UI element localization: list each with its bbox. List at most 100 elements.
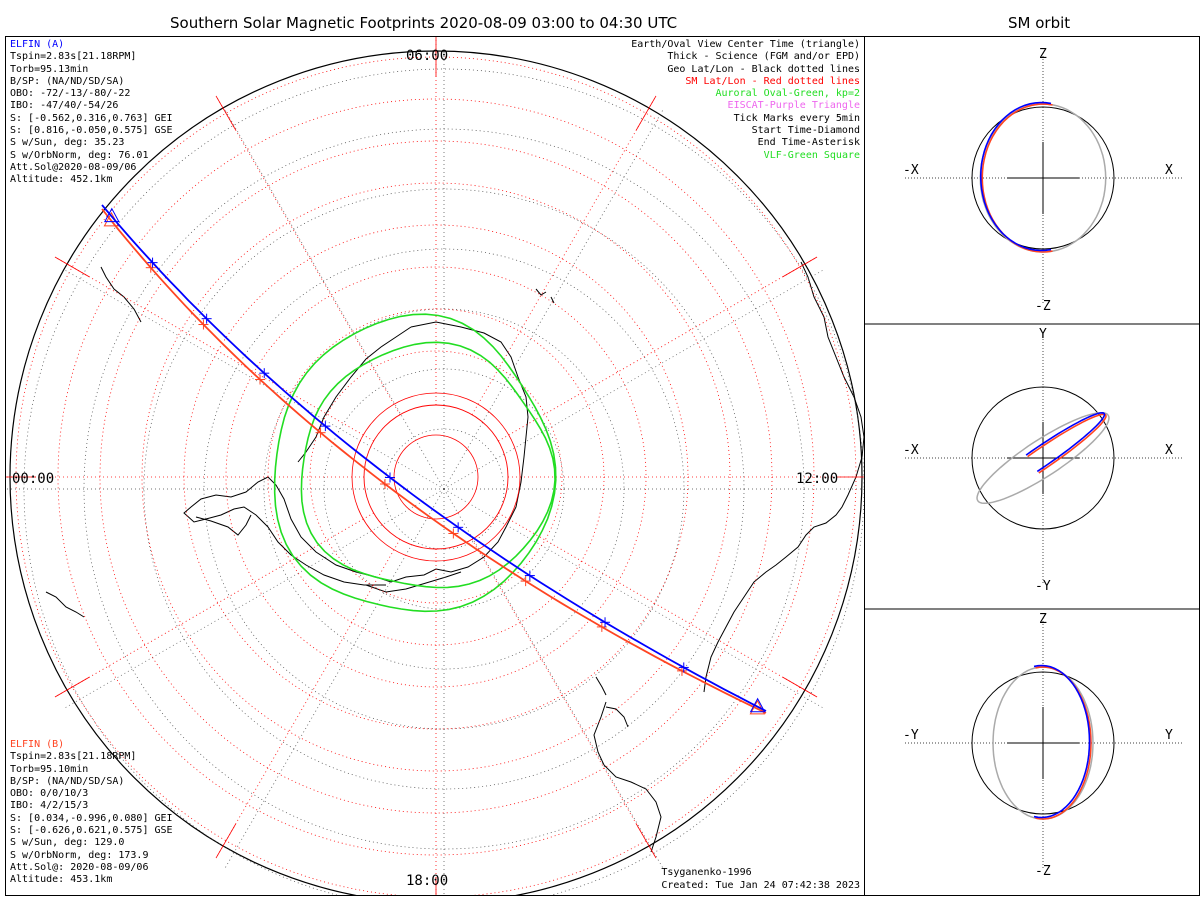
sm-orbit-panel: Z -Z -X X Y -Y -X X Z -Z -Y Y — [864, 36, 1200, 896]
orbit-view-3: Z -Z -Y Y — [903, 612, 1183, 879]
orbit-axis-label-right: X — [1165, 443, 1173, 458]
mlt-label-left: 00:00 — [12, 471, 54, 487]
model-label: Tsyganenko-1996 — [661, 867, 752, 879]
elfin-a-info-line: IBO: -47/40/-54/26 — [10, 100, 119, 112]
legend-entry: EISCAT-Purple Triangle — [727, 100, 860, 112]
elfin-a-info: ELFIN (A) Tspin=2.83s[21.18RPM] Torb=95.13… — [10, 39, 173, 187]
orbit-axis-label-left: -Y — [903, 728, 919, 743]
geo-lon-line — [443, 268, 826, 490]
mlt-labels: 06:00 18:00 00:00 12:00 — [12, 48, 838, 889]
elfin-a-info-line: S w/Sun, deg: 35.23 — [10, 137, 125, 149]
elfin-b-info-line: OBO: 0/0/10/3 — [10, 788, 89, 800]
elfin-b-track-end-marker — [749, 699, 766, 715]
elfin-a-track-start-marker — [103, 207, 120, 223]
page-title: Southern Solar Magnetic Footprints 2020-… — [170, 14, 678, 32]
elfin-b-info-line: ELFIN (B) — [10, 739, 65, 750]
orbit-path-elfin-a — [1025, 411, 1106, 473]
orbit-axis-label-right: X — [1165, 163, 1173, 178]
geo-lon-line — [443, 488, 665, 871]
sm-lon-line — [498, 256, 818, 442]
orbit-path-elfin-a — [1033, 664, 1091, 819]
sm-edge-tick — [782, 256, 818, 278]
sm-lat-circle — [99, 140, 773, 814]
sm-lat-circle — [225, 266, 647, 688]
mlt-label-top: 06:00 — [406, 48, 448, 64]
orbit-axis-label-bottom: -Z — [1035, 299, 1051, 314]
geo-lon-line — [62, 488, 445, 710]
elfin-b-info-line: Altitude: 453.1km — [10, 874, 113, 886]
orbit-panel-title: SM orbit — [1008, 14, 1071, 32]
elfin-b-track — [101, 208, 767, 714]
elfin-a-info-line: B/SP: (NA/ND/SD/SA) — [10, 75, 125, 87]
legend-entry: Start Time-Diamond — [751, 125, 860, 137]
orbit-view-2: Y -Y -X X — [903, 327, 1183, 594]
orbit-view-1: Z -Z -X X — [903, 47, 1183, 314]
auroral-oval — [273, 313, 557, 613]
footprint-tracks — [101, 204, 767, 715]
elfin-a-track — [101, 204, 767, 712]
mlt-label-bottom: 18:00 — [406, 873, 448, 889]
elfin-a-info-line: S w/OrbNorm, deg: 76.01 — [10, 149, 149, 161]
sm-lon-line — [471, 95, 657, 415]
sm-edge-tick — [54, 256, 90, 278]
created-label: Created: Tue Jan 24 07:42:38 2023 — [661, 879, 860, 891]
geo-lon-line — [62, 268, 445, 490]
orbit-axis-label-left: -X — [903, 443, 919, 458]
elfin-a-info-line: Altitude: 452.1km — [10, 174, 113, 186]
sm-orbit-views[interactable]: Z -Z -X X Y -Y -X X Z -Z -Y Y — [865, 37, 1200, 897]
elfin-a-info-line: S: [-0.562,0.316,0.763] GEI — [10, 112, 173, 124]
geo-lon-line — [443, 107, 665, 490]
legend-entry: Thick - Science (FGM and/or EPD) — [667, 51, 860, 63]
orbit-path-elfin-b — [1027, 413, 1107, 474]
legend-entry: Geo Lat/Lon - Black dotted lines — [667, 63, 860, 75]
map-credits: Tsyganenko-1996 Created: Tue Jan 24 07:4… — [661, 867, 860, 892]
sm-lon-line — [215, 539, 401, 859]
sm-lat-lon-grid — [6, 37, 864, 895]
elfin-b-info-line: Tspin=2.83s[21.18RPM] — [10, 751, 137, 763]
elfin-b-info-line: Att.Sol@: 2020-08-09/06 — [10, 861, 149, 873]
coastlines — [45, 261, 864, 853]
sm-lon-line — [54, 512, 374, 698]
elfin-b-info-line: S w/Sun, deg: 129.0 — [10, 837, 125, 849]
orbit-axis-label-right: Y — [1165, 728, 1173, 743]
geo-lon-line — [223, 107, 445, 490]
mlt-label-right: 12:00 — [796, 471, 838, 487]
orbit-path-elfin-a — [979, 101, 1052, 252]
elfin-b-info-line: B/SP: (NA/ND/SD/SA) — [10, 775, 125, 787]
footprint-map-panel: 06:00 18:00 00:00 12:00 ELFIN (A) Tspin=2… — [5, 36, 865, 896]
orbit-path-gray — [976, 411, 1110, 505]
elfin-a-info-line: Tspin=2.83s[21.18RPM] — [10, 51, 137, 63]
sm-edge-tick — [215, 823, 237, 859]
sm-lon-line — [471, 539, 657, 859]
legend-entry: VLF-Green Square — [763, 149, 860, 161]
elfin-b-info-line: S w/OrbNorm, deg: 173.9 — [10, 849, 149, 861]
elfin-b-info-line: Torb=95.10min — [10, 763, 89, 775]
elfin-a-info-line: S: [0.816,-0.050,0.575] GSE — [10, 125, 173, 137]
footprint-map[interactable]: 06:00 18:00 00:00 12:00 — [6, 37, 865, 896]
sm-lat-circle — [141, 182, 731, 772]
elfin-a-info-line: ELFIN (A) — [10, 39, 65, 50]
legend-entry: Tick Marks every 5min — [733, 112, 860, 124]
auroral-oval-outer — [273, 313, 557, 613]
sm-lon-line — [498, 512, 818, 698]
geo-lon-line — [223, 488, 445, 871]
orbit-axis-label-top: Y — [1039, 327, 1047, 342]
sm-lat-circle — [309, 350, 563, 604]
orbit-axis-label-top: Z — [1039, 612, 1047, 627]
legend-entry: End Time-Asterisk — [757, 137, 860, 149]
auroral-oval-inner — [300, 341, 556, 589]
legend-entry: SM Lat/Lon - Red dotted lines — [685, 75, 860, 87]
sm-lat-circle — [57, 98, 815, 856]
sm-edge-tick — [782, 676, 818, 698]
orbit-axis-label-left: -X — [903, 163, 919, 178]
elfin-a-info-line: Torb=95.13min — [10, 63, 89, 75]
geo-lon-line — [443, 488, 826, 710]
elfin-a-track-end-marker — [749, 697, 766, 713]
elfin-a-info-line: OBO: -72/-13/-80/-22 — [10, 88, 131, 100]
elfin-b-info-line: S: [0.034,-0.996,0.080] GEI — [10, 812, 173, 824]
elfin-a-info-line: Att.Sol@2020-08-09/06 — [10, 161, 137, 173]
legend-entry: Earth/Oval View Center Time (triangle) — [631, 39, 860, 50]
sm-edge-tick — [54, 676, 90, 698]
orbit-axis-label-top: Z — [1039, 47, 1047, 62]
elfin-b-info-line: IBO: 4/2/15/3 — [10, 800, 89, 812]
